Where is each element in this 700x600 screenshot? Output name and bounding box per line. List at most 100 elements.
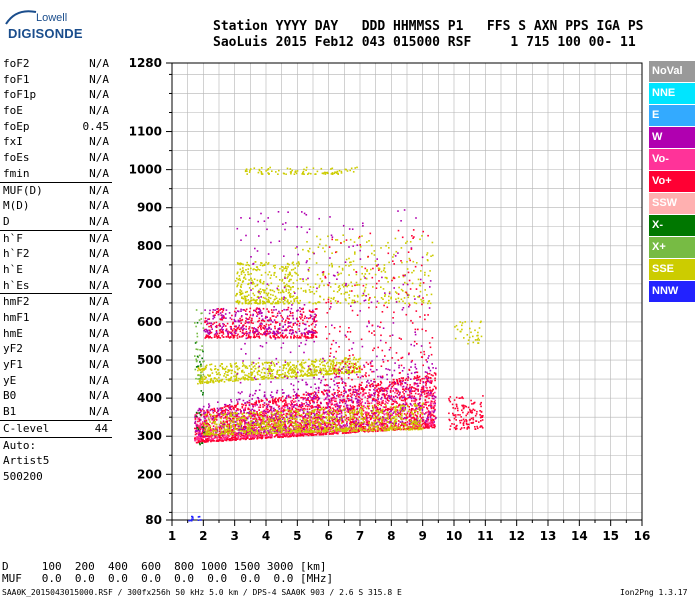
echo-point [377,411,380,413]
echo-point [342,381,344,383]
echo-point [332,399,334,401]
echo-point [261,429,264,431]
echo-point [387,413,390,415]
echo-point [293,391,296,393]
echo-point [269,420,272,423]
echo-point [340,394,343,396]
echo-point [361,426,364,428]
echo-point [377,394,379,396]
echo-point [223,434,225,436]
echo-point [317,414,319,416]
echo-point [253,426,256,429]
echo-point [361,398,363,401]
echo-point [308,423,310,426]
echo-point [411,404,413,407]
x-tick-label: 9 [418,529,426,543]
echo-point [320,416,322,418]
echo-point [400,399,403,402]
echo-point [269,417,272,419]
echo-point [290,402,293,404]
echo-point [252,432,254,435]
param-name: fxI [3,135,23,149]
echo-point [405,398,407,400]
echo-point [334,425,337,428]
echo-point [337,387,340,389]
echo-point [386,428,389,430]
echo-point [420,407,423,409]
echo-point [236,428,238,431]
echo-point [356,408,358,411]
echo-point [236,399,238,401]
echo-point [250,428,252,430]
echo-point [395,424,397,427]
echo-point [237,418,239,421]
echo-point [393,420,396,423]
echo-point [340,428,343,431]
echo-point [405,413,407,416]
echo-point [293,428,295,431]
echo-point [253,403,255,406]
echo-point [308,404,310,406]
echo-point [296,394,298,396]
echo-point [412,425,414,427]
echo-point [286,403,288,405]
echo-point [340,412,343,415]
echo-point [199,434,202,436]
echo-point [275,429,278,432]
echo-point [234,426,236,429]
echo-point [385,394,388,396]
echo-point [256,404,258,406]
echo-point [306,420,309,422]
echo-point [225,428,227,431]
echo-point [198,433,200,436]
echo-point [350,411,353,414]
echo-point [394,411,397,413]
echo-point [354,416,356,419]
echo-point [224,411,227,414]
echo-point [204,429,206,431]
echo-point [366,413,369,416]
echo-point [259,412,261,414]
echo-point [331,402,333,405]
echo-point [255,418,258,420]
echo-point [400,416,403,419]
echo-point [327,430,329,432]
echo-point [231,431,234,434]
echo-point [313,400,315,403]
echo-point [404,424,407,427]
param-name: yE [3,373,17,387]
echo-point [261,420,263,423]
echo-point [351,401,353,403]
echo-point [298,399,300,402]
echo-point [302,417,304,420]
echo-point [408,394,411,396]
echo-point [349,426,352,429]
echo-point [323,426,326,429]
echo-point [408,387,410,390]
echo-point [373,411,375,414]
echo-point [352,416,354,419]
echo-point [381,401,383,403]
echo-point [236,433,239,436]
echo-point [426,424,428,427]
divider [0,293,112,295]
echo-point [299,435,302,437]
echo-point [209,415,212,417]
echo-point [281,416,284,418]
echo-point [390,408,393,410]
echo-point [390,417,393,420]
echo-point [415,410,417,412]
echo-point [256,413,258,416]
echo-point [255,429,257,431]
echo-point [332,363,334,366]
echo-point [248,395,251,397]
echo-point [204,414,207,416]
echo-point [367,430,370,432]
echo-point [347,419,350,421]
echo-point [374,389,376,392]
echo-point [372,385,374,387]
echo-point [282,428,284,431]
echo-point [341,399,344,401]
echo-point [211,434,214,437]
echo-point [262,403,264,406]
